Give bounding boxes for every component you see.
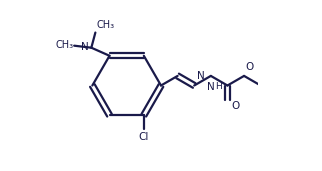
Text: N: N: [81, 42, 89, 52]
Text: Cl: Cl: [139, 132, 149, 142]
Text: CH₃: CH₃: [55, 40, 73, 50]
Text: CH₃: CH₃: [96, 20, 115, 30]
Text: O: O: [231, 101, 239, 111]
Text: N: N: [197, 71, 204, 81]
Text: H: H: [215, 82, 222, 91]
Text: N: N: [207, 82, 215, 91]
Text: O: O: [246, 62, 254, 72]
